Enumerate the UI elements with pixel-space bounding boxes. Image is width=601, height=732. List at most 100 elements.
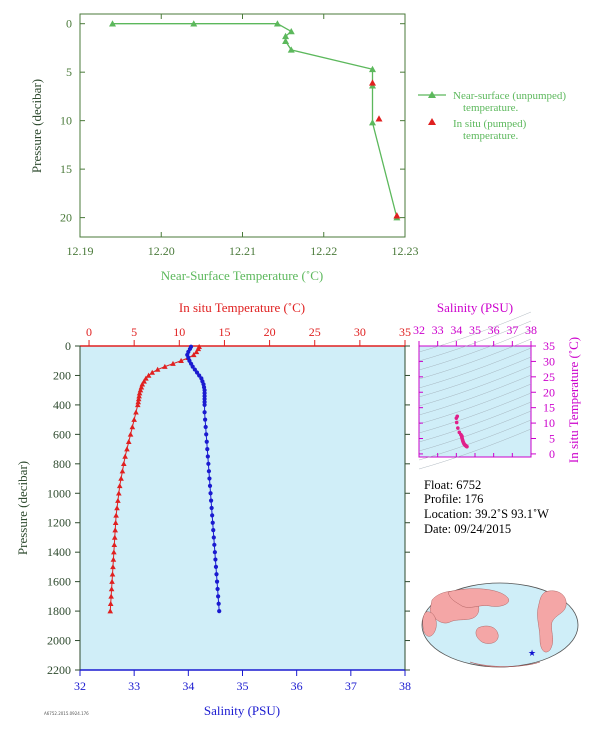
temperature-point	[133, 409, 139, 415]
temperature-point	[136, 390, 143, 396]
temperature-point	[119, 468, 126, 474]
top-x-tick-label: 12.21	[229, 244, 256, 258]
temperature-tick-label: 15	[218, 325, 230, 339]
salinity-tick-label: 37	[345, 679, 357, 693]
salinity-point	[202, 393, 207, 399]
ts-plot-area	[418, 345, 532, 458]
temperature-point	[108, 593, 114, 599]
ts-y-tick-label: 5	[549, 432, 555, 446]
temperature-point	[114, 505, 120, 511]
in-situ-point	[369, 79, 376, 86]
salinity-point	[208, 498, 214, 503]
temperature-point	[109, 571, 116, 577]
salinity-point	[210, 520, 215, 525]
salinity-point	[206, 469, 212, 474]
temperature-tick-label: 5	[131, 325, 137, 339]
pressure-tick-label: 1000	[47, 486, 71, 500]
legend-label-near-surface-2: temperature.	[463, 102, 519, 114]
salinity-point	[204, 439, 209, 444]
ts-y-tick-label: 25	[543, 370, 555, 384]
salinity-point	[202, 388, 207, 393]
isopycnal-line	[418, 347, 532, 389]
top-y-ticks: 0 5 10 15 20	[60, 17, 405, 225]
top-x-axis-label: Near-Surface Temperature (˚C)	[161, 268, 323, 283]
map-land-africa	[422, 611, 437, 637]
ts-y-tick-label: 30	[543, 354, 555, 368]
profile-number: Profile: 176	[424, 492, 483, 506]
pressure-tick-label: 1400	[47, 545, 71, 559]
salinity-tick-label: 38	[399, 679, 411, 693]
footer-tag: A6752.2015.0924.176	[44, 711, 89, 716]
temperature-point	[116, 490, 122, 496]
near-surface-point	[369, 65, 376, 73]
temperature-point	[110, 556, 117, 562]
legend-label-near-surface-1: Near-surface (unpumped)	[453, 90, 566, 102]
temperature-tick-label: 30	[354, 325, 366, 339]
temperature-point	[111, 534, 118, 540]
near-surface-point	[287, 46, 295, 53]
temperature-point	[118, 475, 124, 481]
temperature-point	[136, 393, 142, 399]
pressure-ticks: 0 200 400 600 800 1000 1200 1400 1600 1800 2000 220…	[47, 339, 410, 677]
salinity-point	[205, 446, 210, 452]
temperature-point	[139, 381, 146, 387]
isopycnal-line	[418, 365, 532, 407]
salinity-tick-label: 32	[74, 679, 86, 693]
salinity-point	[202, 396, 207, 402]
salinity-point	[212, 550, 217, 555]
top-x-tick-label: 12.19	[67, 244, 94, 258]
salinity-tick-label: 33	[128, 679, 140, 693]
pressure-tick-label: 2000	[47, 634, 71, 648]
temperature-point	[109, 578, 115, 584]
ts-x-ticks: 32 33 34 35 36 37 38	[413, 323, 537, 457]
top-x-ticks: 12.19 12.20 12.21 12.22 12.23	[67, 14, 419, 258]
ts-x-tick-label: 36	[488, 323, 500, 337]
profile-date: Date: 09/24/2015	[424, 522, 511, 536]
temperature-point	[107, 600, 114, 606]
pressure-tick-label: 600	[53, 427, 71, 441]
salinity-point	[211, 535, 216, 540]
salinity-point	[190, 364, 195, 369]
salinity-point	[202, 410, 207, 415]
temperature-point	[127, 431, 134, 437]
top-y-axis-label: Pressure (decibar)	[29, 79, 44, 173]
ts-x-tick-label: 37	[506, 323, 518, 337]
main-y-axis-label: Pressure (decibar)	[15, 461, 30, 555]
temperature-point	[135, 399, 142, 405]
temperature-point	[190, 352, 197, 358]
near-surface-point	[287, 27, 295, 35]
salinity-point	[215, 586, 220, 592]
temperature-point	[129, 424, 136, 430]
salinity-point	[207, 483, 213, 489]
float-info: Float: 6752 Profile: 176 Location: 39.2˚…	[424, 478, 549, 536]
isopycnal-line	[418, 410, 532, 452]
temperature-ticks: 0 5 10 15 20 25 30 35	[86, 325, 411, 346]
salinity-point	[208, 491, 213, 496]
pressure-tick-label: 0	[65, 339, 71, 353]
near-surface-point	[109, 20, 116, 27]
salinity-point	[202, 391, 207, 396]
top-y-tick-label: 5	[66, 65, 72, 79]
salinity-point	[214, 579, 220, 584]
near-surface-point	[273, 20, 281, 27]
temperature-point	[137, 387, 144, 393]
ts-y-tick-label: 10	[543, 416, 555, 430]
temperature-point	[122, 453, 128, 459]
temperature-point	[149, 369, 156, 375]
temperature-point	[120, 461, 127, 467]
map-land-americas	[537, 590, 567, 653]
near-surface-point	[282, 32, 290, 40]
top-y-tick-label: 15	[60, 162, 72, 176]
temperature-markers	[107, 343, 202, 614]
temperature-point	[108, 586, 115, 592]
pressure-tick-label: 400	[53, 398, 71, 412]
map-land-antarctica	[469, 661, 541, 668]
pressure-tick-label: 200	[53, 368, 71, 382]
salinity-point	[212, 542, 217, 547]
salinity-point	[197, 373, 202, 378]
temperature-point	[145, 372, 152, 378]
salinity-point	[216, 601, 221, 606]
ts-point	[454, 416, 459, 420]
salinity-point	[209, 505, 214, 511]
